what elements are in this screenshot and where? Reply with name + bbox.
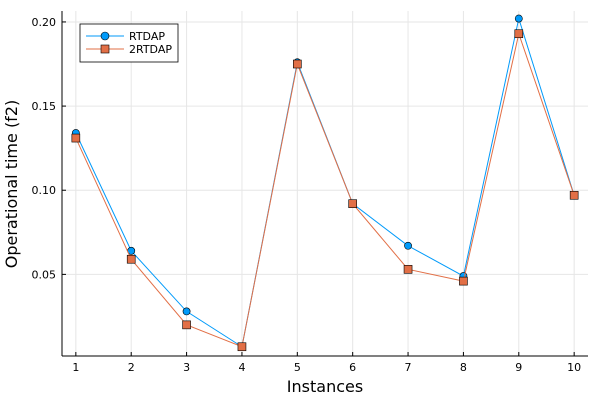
data-point (348, 199, 357, 208)
x-tick-label: 1 (72, 361, 79, 374)
axes (61, 11, 588, 357)
legend-marker (100, 44, 110, 54)
x-tick-label: 3 (183, 361, 190, 374)
legend-box (79, 23, 179, 63)
y-axis-title: Operational time (f2) (2, 100, 21, 269)
series-line (75, 31, 575, 348)
x-tick-label: 7 (405, 361, 412, 374)
data-point (403, 265, 413, 274)
legend-label: RTDAP (129, 30, 165, 43)
x-axis-title: Instances (287, 377, 363, 396)
data-point (237, 342, 247, 352)
data-point (514, 14, 523, 23)
x-tick-label: 9 (515, 361, 522, 374)
tick-labels: 1 2 3 4 5 6 7 8 9 10 0.05 0.10 0.15 0.20 (32, 16, 582, 374)
data-point (126, 254, 136, 264)
y-tick-label: 0.20 (32, 16, 57, 29)
x-tick-label: 4 (238, 361, 245, 374)
data-point (71, 133, 81, 143)
legend-entry: RTDAP (86, 30, 165, 43)
legend-marker (100, 31, 110, 41)
x-tick-label: 2 (128, 361, 135, 374)
series-line (75, 16, 575, 348)
legend-entry: 2RTDAP (86, 43, 172, 56)
data-point (404, 241, 412, 250)
data-point (182, 320, 191, 330)
x-tick-label: 10 (567, 361, 581, 374)
data-point (459, 276, 468, 286)
data-point (182, 307, 191, 316)
series-group (71, 14, 579, 352)
y-tick-label: 0.05 (32, 268, 57, 281)
data-point (514, 29, 524, 39)
x-tick-label: 6 (349, 361, 356, 374)
series-rtdap (71, 14, 579, 351)
data-point (293, 59, 302, 69)
series-2rtdap (71, 29, 579, 352)
legend-label: 2RTDAP (129, 43, 172, 56)
x-tick-label: 5 (294, 361, 301, 374)
y-tick-label: 0.15 (32, 100, 57, 113)
x-tick-label: 8 (460, 361, 467, 374)
data-point (569, 190, 579, 200)
y-tick-label: 0.10 (32, 184, 57, 197)
